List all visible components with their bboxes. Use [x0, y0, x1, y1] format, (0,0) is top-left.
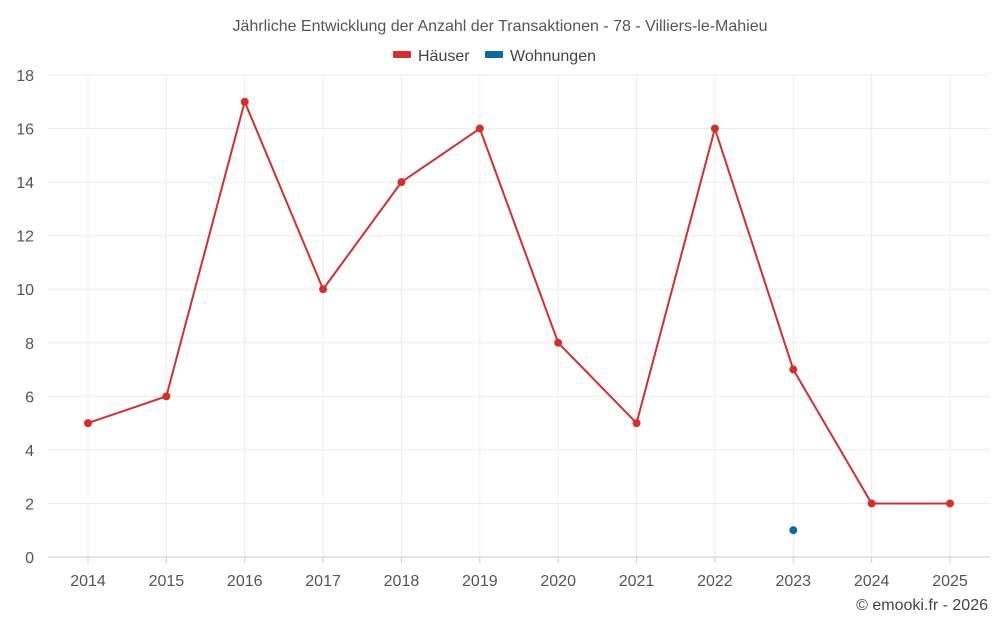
y-tick-label: 16 [16, 122, 34, 139]
y-tick-label: 4 [25, 443, 34, 460]
gridlines [48, 74, 990, 558]
legend: Häuser Wohnungen [393, 48, 596, 65]
x-tick-label: 2020 [540, 573, 576, 590]
x-tick-label: 2022 [697, 573, 733, 590]
x-tick-label: 2015 [149, 573, 185, 590]
x-tick-label: 2024 [854, 573, 890, 590]
y-tick-label: 12 [16, 229, 34, 246]
x-tick-label: 2025 [932, 573, 968, 590]
legend-label-wohnungen[interactable]: Wohnungen [510, 48, 596, 65]
series-line-haeuser [87, 100, 950, 505]
series [84, 97, 954, 535]
data-point-haeuser [554, 338, 563, 347]
data-point-wohnungen [789, 526, 798, 535]
y-tick-label: 18 [16, 68, 34, 85]
x-tick-label: 2021 [619, 573, 655, 590]
y-tick-label: 0 [25, 550, 34, 567]
credit-text: © emooki.fr - 2026 [856, 597, 988, 614]
data-point-haeuser [632, 419, 641, 428]
data-point-haeuser [710, 124, 719, 133]
data-point-haeuser [475, 124, 484, 133]
data-point-haeuser [946, 499, 954, 508]
x-tick-label: 2018 [384, 573, 420, 590]
y-tick-label: 2 [25, 496, 34, 513]
x-tick-label: 2019 [462, 573, 498, 590]
y-tick-label: 6 [25, 389, 34, 406]
data-point-haeuser [789, 365, 798, 374]
x-tick-label: 2016 [227, 573, 263, 590]
data-point-haeuser [867, 499, 876, 508]
data-point-haeuser [162, 392, 171, 401]
data-point-haeuser [84, 419, 92, 428]
x-tick-label: 2023 [775, 573, 811, 590]
data-point-haeuser [240, 97, 249, 106]
x-tick-label: 2017 [305, 573, 341, 590]
y-tick-label: 14 [16, 175, 34, 192]
x-tick-label: 2014 [70, 573, 106, 590]
chart-title: Jährliche Entwicklung der Anzahl der Tra… [232, 18, 767, 35]
y-tick-label: 8 [25, 336, 34, 353]
legend-swatch-haeuser [393, 51, 411, 58]
data-point-haeuser [397, 178, 406, 187]
legend-swatch-wohnungen [485, 51, 503, 58]
data-point-haeuser [319, 285, 328, 294]
legend-label-haeuser[interactable]: Häuser [418, 48, 470, 65]
axes: 0 2 4 6 8 10 12 14 16 18 2014 2015 2016 2017 2018 2019 2… [16, 68, 968, 590]
y-tick-label: 10 [16, 282, 34, 299]
